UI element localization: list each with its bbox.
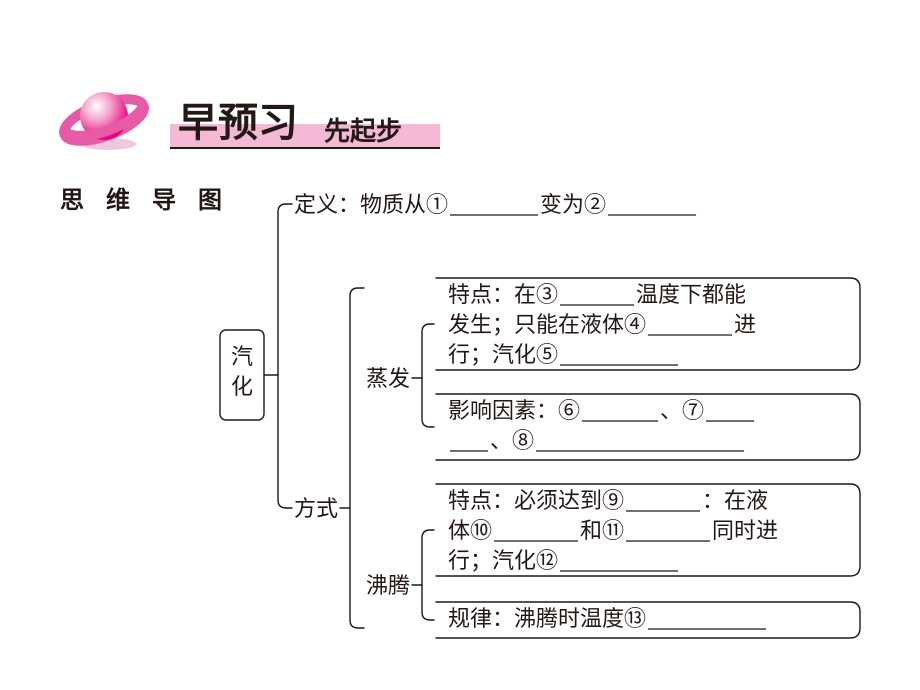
method-label: 方式 <box>294 496 338 521</box>
content-text: 特点：必须达到⑨ <box>448 488 624 513</box>
content-text: 规律：沸腾时温度⑬ <box>448 606 646 631</box>
content-text: ：在液 <box>702 488 768 513</box>
boiling-label: 沸腾 <box>366 573 410 598</box>
planet-icon <box>59 91 149 150</box>
content-text: 同时进 <box>712 518 778 543</box>
content-text: 进 <box>734 312 756 337</box>
content-text: 特点：在③ <box>448 282 558 307</box>
content-text: 温度下都能 <box>636 282 746 307</box>
content-text: 体⑩ <box>448 518 492 543</box>
content-text: 和⑪ <box>580 518 624 543</box>
evaporation-label: 蒸发 <box>366 366 410 391</box>
mindmap-label: 思 维 导 图 <box>60 186 230 214</box>
content-text: 发生；只能在液体④ <box>448 312 646 337</box>
title-main: 早预习 <box>178 101 298 145</box>
content-text: 影响因素：⑥ <box>448 398 580 423</box>
content-text: 变为② <box>540 192 606 217</box>
content-text: 行；汽化⑤ <box>448 342 558 367</box>
root-label: 化 <box>231 374 253 399</box>
content-text: 定义：物质从① <box>294 192 448 217</box>
content-text: 、⑧ <box>490 428 534 453</box>
content-text: 、⑦ <box>660 398 704 423</box>
diagram-canvas: 早预习先起步思 维 导 图汽化 定义：物质从① 变为② 方式 蒸发沸腾 特点：在③ 温度下都… <box>0 0 920 690</box>
title-sub: 先起步 <box>324 116 402 146</box>
root-label: 汽 <box>231 344 253 369</box>
content-text: 行；汽化⑫ <box>448 548 558 573</box>
